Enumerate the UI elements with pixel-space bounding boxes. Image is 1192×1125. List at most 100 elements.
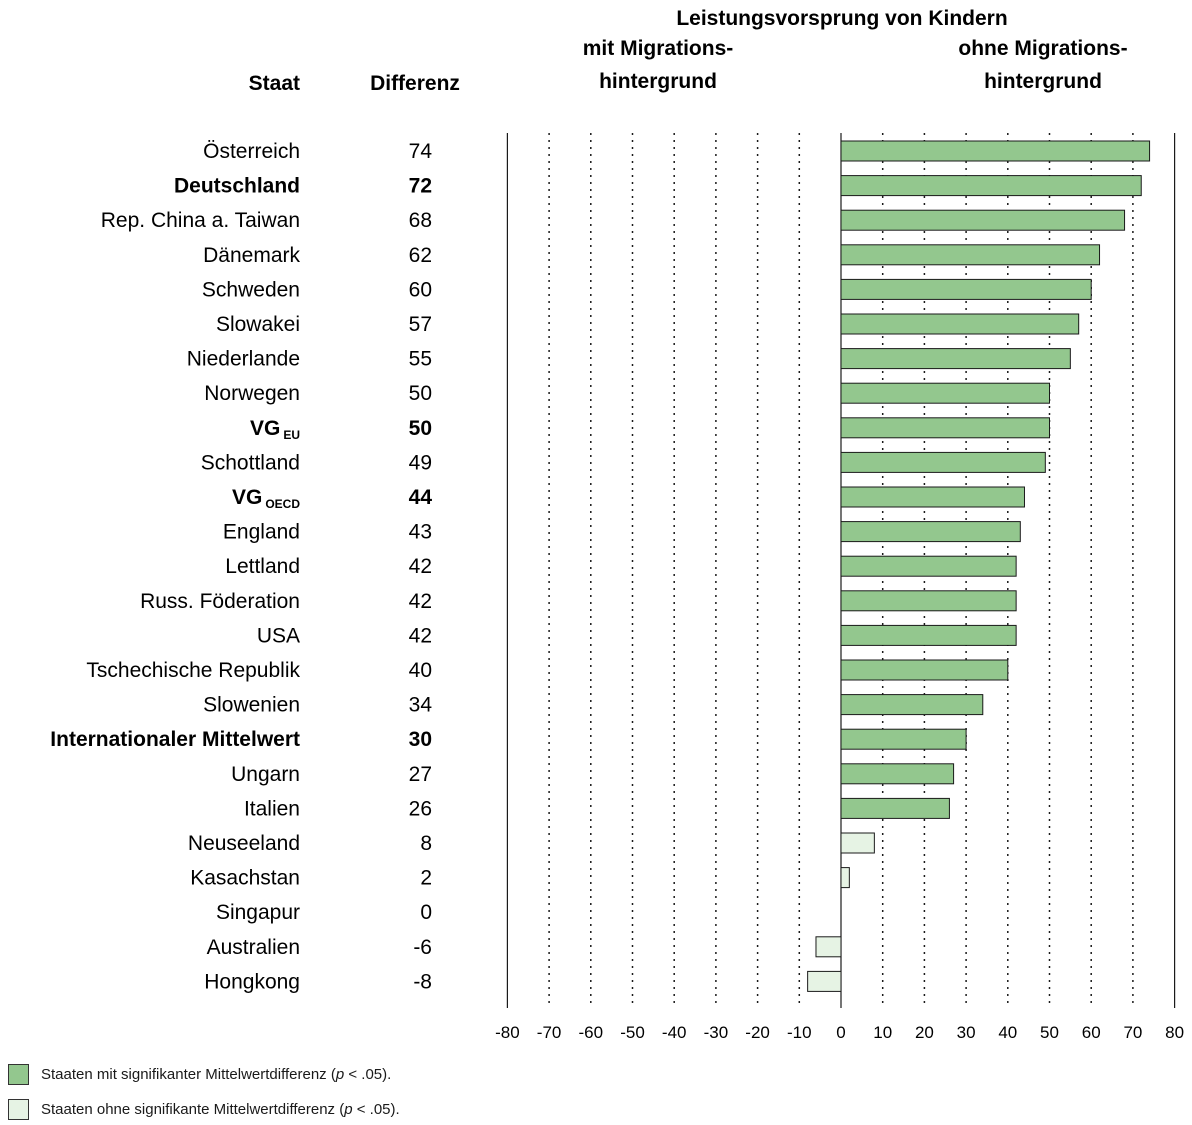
bar (840, 659, 1009, 681)
difference-value: 60 (409, 278, 432, 301)
gridlines (506, 133, 1176, 1008)
country-label: Russ. Föderation (140, 590, 300, 613)
x-tick-label: 0 (836, 1023, 845, 1042)
difference-value: 72 (409, 175, 432, 198)
left-direction-label-1: mit Migrations- (583, 37, 734, 60)
difference-value: 50 (409, 417, 432, 440)
difference-value: 27 (409, 763, 432, 786)
differenz-header: Differenz (370, 72, 460, 95)
bar (840, 313, 1080, 335)
country-label: Italien (244, 797, 300, 820)
country-label: Internationaler Mittelwert (50, 728, 300, 751)
country-label: Ungarn (231, 763, 300, 786)
chart-title: Leistungsvorsprung von Kindern (676, 7, 1007, 30)
x-tick-label: -60 (579, 1023, 604, 1042)
x-tick-label: 10 (873, 1023, 892, 1042)
bar (840, 832, 875, 854)
legend-swatch-significant (8, 1064, 29, 1085)
x-tick-label: -30 (704, 1023, 729, 1042)
x-tick-label: -50 (620, 1023, 645, 1042)
x-tick-label: 70 (1123, 1023, 1142, 1042)
difference-value: 43 (409, 521, 432, 544)
x-tick-label: -70 (537, 1023, 562, 1042)
difference-value: -8 (413, 970, 432, 993)
bar (840, 175, 1142, 197)
difference-value: 40 (409, 659, 432, 682)
country-label: Rep. China a. Taiwan (101, 209, 300, 232)
right-direction-label-1: ohne Migrations- (958, 37, 1127, 60)
bar (840, 382, 1050, 404)
legend-label-not-significant: Staaten ohne signifikante Mittelwertdiff… (41, 1101, 400, 1118)
x-tick-label: 30 (957, 1023, 976, 1042)
country-label: Slowakei (216, 313, 300, 336)
difference-value: 62 (409, 244, 432, 267)
country-label: Österreich (203, 140, 300, 163)
bar (840, 797, 950, 819)
left-direction-label-2: hintergrund (599, 70, 717, 93)
country-label: Kasachstan (190, 867, 300, 890)
bar (840, 867, 850, 889)
country-label: Hongkong (204, 970, 300, 993)
difference-value: 68 (409, 209, 432, 232)
difference-value: 57 (409, 313, 432, 336)
legend-not-significant: Staaten ohne signifikante Mittelwertdiff… (8, 1099, 400, 1120)
bars (807, 140, 1151, 992)
x-tick-label: -20 (745, 1023, 770, 1042)
difference-value: 42 (409, 555, 432, 578)
staat-header: Staat (249, 72, 300, 95)
legend-label-significant: Staaten mit signifikanter Mittelwertdiff… (41, 1066, 392, 1083)
right-direction-label-2: hintergrund (984, 70, 1102, 93)
country-label: Deutschland (174, 175, 300, 198)
bar (807, 970, 842, 992)
chart: Staat Differenz Leistungsvorsprung von K… (50, 7, 1184, 1042)
bar (840, 209, 1126, 231)
x-axis-ticks: -80 -70 -60 -50 -40 -30 -20 -10 0 10 20 30 40 50 60 70 8… (495, 1023, 1184, 1042)
bar (840, 763, 955, 785)
bar (815, 936, 842, 958)
bar (840, 348, 1071, 370)
legend-swatch-not-significant (8, 1099, 29, 1120)
difference-value: 55 (409, 348, 432, 371)
legend-significant: Staaten mit signifikanter Mittelwertdiff… (8, 1064, 391, 1085)
country-label: Neuseeland (188, 832, 300, 855)
country-label: Schweden (202, 278, 300, 301)
bar (840, 140, 1151, 162)
x-tick-label: 20 (915, 1023, 934, 1042)
country-label: VG OECD (232, 486, 300, 511)
bar (840, 278, 1092, 300)
country-label: VG EU (250, 417, 300, 442)
x-tick-label: -40 (662, 1023, 687, 1042)
row-labels: Österreich 74 Deutschland 72 Rep. China a. T… (50, 140, 432, 993)
difference-value: 49 (409, 451, 432, 474)
difference-value: 8 (420, 832, 432, 855)
x-tick-label: -80 (495, 1023, 520, 1042)
bar (840, 728, 967, 750)
bar (840, 486, 1025, 508)
x-tick-label: -10 (787, 1023, 812, 1042)
country-label: Australien (207, 936, 300, 959)
country-label: Singapur (216, 901, 300, 924)
difference-value: 26 (409, 797, 432, 820)
country-label: Norwegen (204, 382, 300, 405)
bar (840, 521, 1021, 543)
bar (840, 590, 1017, 612)
difference-value: 34 (409, 694, 433, 717)
difference-value: 30 (409, 728, 432, 751)
x-tick-label: 80 (1165, 1023, 1184, 1042)
x-tick-label: 60 (1082, 1023, 1101, 1042)
difference-value: 42 (409, 624, 432, 647)
bar (840, 624, 1017, 646)
difference-value: -6 (413, 936, 432, 959)
difference-value: 2 (420, 867, 432, 890)
bar (840, 244, 1101, 266)
x-tick-label: 40 (998, 1023, 1017, 1042)
country-label: Tschechische Republik (86, 659, 300, 682)
bar (840, 417, 1050, 439)
bar (840, 451, 1046, 473)
country-label: Lettland (225, 555, 300, 578)
country-label: Slowenien (203, 694, 300, 717)
country-label: Niederlande (187, 348, 300, 371)
country-label: Dänemark (203, 244, 300, 267)
difference-value: 74 (409, 140, 433, 163)
difference-value: 0 (420, 901, 432, 924)
